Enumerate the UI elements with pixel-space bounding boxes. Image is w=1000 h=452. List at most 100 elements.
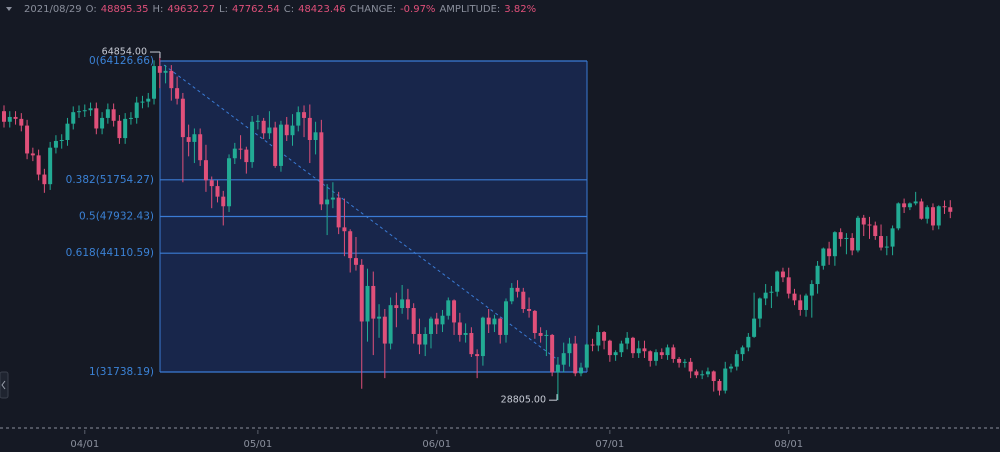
candle-body [232, 148, 237, 159]
candle-body [913, 201, 918, 204]
candle-body [948, 207, 953, 212]
candle-body [250, 121, 255, 163]
candle-body [388, 305, 393, 344]
candle-body [469, 333, 474, 355]
candle-body [590, 344, 595, 346]
candle-body [313, 132, 318, 141]
candle-body [527, 309, 532, 311]
candle-body [13, 116, 18, 119]
candle-body [740, 347, 745, 355]
candle-body [752, 318, 757, 337]
candle-body [579, 367, 583, 374]
candle-body [267, 127, 272, 134]
candle-body [855, 217, 860, 251]
candle-body [65, 123, 70, 141]
candle-body [36, 155, 41, 175]
x-tick-label: 06/01 [422, 439, 451, 450]
candle-body [2, 111, 6, 122]
candle-body [902, 203, 907, 208]
candle-body [515, 287, 520, 292]
header-value: 47762.54 [232, 4, 280, 15]
candle-body [359, 264, 364, 322]
candle-body [700, 374, 705, 376]
candle-body [648, 351, 653, 361]
fib-level-label: 0(64126.66) [89, 55, 154, 67]
candle-body [723, 368, 728, 391]
candle-body [925, 207, 930, 219]
header-value: 48895.35 [101, 4, 149, 15]
candle-body [428, 318, 433, 334]
header-value: 3.82% [504, 4, 536, 15]
candle-body [532, 310, 537, 334]
fib-level-label: 0.618(44110.59) [66, 247, 154, 259]
candle-body [123, 118, 128, 139]
candle-body [82, 110, 87, 112]
candle-body [665, 347, 670, 356]
candle-body [821, 248, 826, 266]
candle-body [400, 299, 405, 309]
x-tick-label: 04/01 [70, 439, 99, 450]
candle-body [296, 112, 301, 126]
candle-body [596, 332, 601, 346]
candle-body [486, 317, 491, 325]
candle-body [192, 134, 197, 142]
candle-body [434, 318, 439, 325]
candle-body [682, 361, 687, 363]
fib-trend-line [163, 64, 559, 361]
candle-body [521, 291, 526, 310]
candle-body [503, 301, 508, 335]
candle-body [936, 206, 941, 226]
candle-body [492, 318, 497, 325]
candle-body [169, 70, 174, 89]
scroll-left-icon [1, 380, 6, 390]
candle-body [573, 343, 578, 374]
candle-body [930, 207, 935, 226]
candle-body [221, 196, 226, 207]
candle-body [325, 199, 330, 205]
candle-body [850, 237, 855, 251]
candle-body [452, 300, 457, 323]
candle-body [734, 354, 739, 367]
candle-body [140, 101, 145, 103]
candle-body [371, 285, 376, 319]
candle-body [134, 102, 139, 118]
candle-body [319, 132, 324, 205]
candle-body [105, 109, 110, 118]
x-tick-label: 08/01 [774, 439, 803, 450]
candle-body [457, 322, 462, 335]
candle-body [671, 347, 676, 359]
candle-body [896, 203, 901, 229]
header-text: 2021/08/29 O: 48895.35 H: 49632.27 L: 47762.54… [24, 4, 536, 15]
candle-body [642, 348, 647, 352]
candle-body [186, 137, 191, 142]
header-label: L: [219, 4, 228, 15]
candle-body [809, 284, 814, 296]
candle-body [19, 118, 24, 126]
candle-body [746, 336, 751, 348]
candle-body [561, 353, 566, 365]
candle-body [25, 125, 30, 154]
candle-body [838, 232, 843, 239]
candle-body [117, 120, 122, 139]
candle-body [157, 66, 162, 73]
candle-body [584, 344, 589, 368]
candle-body [480, 317, 485, 357]
candle-body [394, 305, 399, 309]
candle-body [867, 224, 872, 226]
header-value: -0.97% [400, 4, 435, 15]
candle-body [423, 333, 428, 345]
candle-body [711, 371, 716, 382]
collapse-toggle[interactable] [6, 7, 12, 11]
candle-body [763, 292, 768, 299]
candle-body [417, 333, 422, 345]
scroll-left-button[interactable] [0, 371, 9, 399]
candle-body [284, 124, 289, 136]
candle-body [769, 291, 774, 293]
candle-body [203, 160, 208, 181]
candle-body [244, 149, 249, 163]
low-marker-label: 28805.00 [501, 395, 546, 406]
candle-body [613, 352, 618, 356]
candle-body [152, 66, 157, 99]
candle-body [48, 147, 53, 185]
